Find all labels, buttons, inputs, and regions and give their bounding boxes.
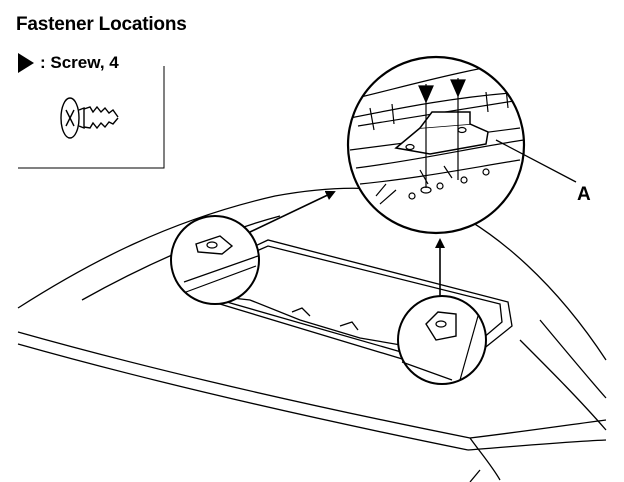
zoom-circle bbox=[346, 55, 526, 235]
zoom-arrows bbox=[249, 190, 445, 296]
legend-text: : Screw, 4 bbox=[40, 53, 119, 72]
legend: : Screw, 4 bbox=[18, 52, 119, 74]
screw-icon bbox=[60, 97, 119, 139]
detail-circle-left bbox=[170, 215, 260, 305]
callout-leader-a bbox=[495, 139, 577, 183]
callout-label-a: A bbox=[577, 184, 591, 205]
page-title: Fastener Locations bbox=[16, 14, 187, 35]
detail-circle-right bbox=[397, 295, 487, 385]
legend-box-border bbox=[18, 66, 165, 169]
screw-direction-arrows bbox=[418, 78, 466, 188]
car-roof-outline bbox=[17, 187, 607, 482]
filled-triangle-icon bbox=[18, 53, 34, 73]
